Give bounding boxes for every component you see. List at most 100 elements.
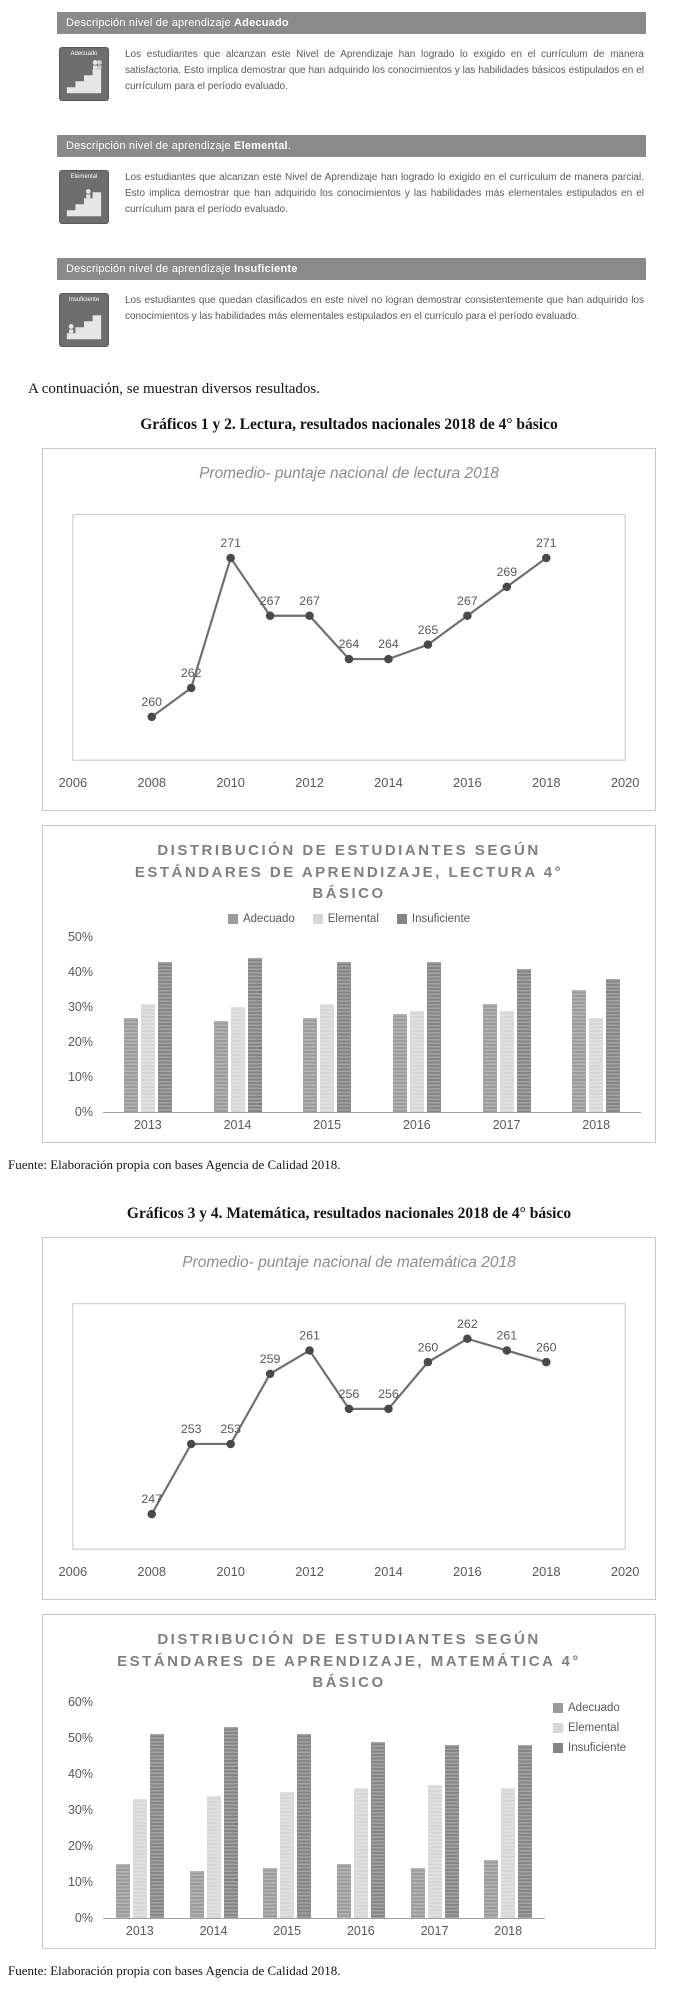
level-box-adecuado: Descripción nivel de aprendizaje Adecuad… — [57, 12, 646, 101]
data-point-2016 — [463, 1334, 472, 1344]
bar-group-2015 — [282, 961, 372, 1113]
bar-chart-body: 0% 10% 20% 30% 40% 50% 60% 2013 2014 2015 2016 2017… — [57, 1695, 641, 1938]
x-tick-2016: 2016 — [453, 1564, 482, 1579]
chart-lectura-bars: DISTRIBUCIÓN DE ESTUDIANTES SEGÚN ESTÁND… — [42, 824, 656, 1144]
level-header-elemental: Descripción nivel de aprendizaje Element… — [57, 135, 646, 157]
data-point-2010 — [226, 553, 235, 563]
data-point-2018 — [542, 1357, 551, 1367]
data-point-2016 — [463, 611, 472, 621]
level-header-prefix: Descripción nivel de aprendizaje — [66, 17, 235, 29]
x-tick-2006: 2006 — [59, 775, 88, 790]
data-label-2010: 271 — [220, 536, 241, 550]
bar-insuficiente-2014 — [223, 1727, 238, 1919]
data-label-2011: 267 — [260, 594, 281, 608]
plot-column: 2013 2014 2015 2016 2017 2018 — [103, 937, 641, 1132]
bar-adecuado-2018 — [572, 989, 587, 1113]
stairs-shape — [66, 69, 102, 94]
adecuado-people-steps-icon: Adecuado — [59, 47, 109, 101]
data-point-2015 — [423, 640, 433, 649]
plot-area-border — [72, 514, 626, 761]
bar-insuficiente-2018 — [518, 1745, 533, 1919]
bar-insuficiente-2017 — [516, 968, 531, 1113]
plot-column: 2013 2014 2015 2016 2017 2018 — [103, 1702, 545, 1938]
legend-label-adecuado: Adecuado — [568, 1702, 620, 1715]
data-label-2012: 267 — [299, 594, 320, 608]
y-axis: 0% 10% 20% 30% 40% 50% 60% — [57, 1695, 103, 1925]
data-point-2013 — [344, 654, 354, 664]
level-description: Los estudiantes que alcanzan este Nivel … — [125, 172, 644, 215]
y-tick-label-10: 10% — [67, 1070, 93, 1085]
icon-label: Elemental — [70, 174, 98, 180]
data-label-2013: 256 — [339, 1387, 360, 1401]
legend: Adecuado Elemental Insuficiente — [57, 913, 641, 925]
bar-elemental-2016 — [353, 1788, 368, 1919]
category-label-2017: 2017 — [420, 1924, 449, 1939]
x-tick-2006: 2006 — [59, 1564, 88, 1579]
bar-elemental-2015 — [320, 1003, 335, 1113]
bar-insuficiente-2017 — [444, 1745, 459, 1919]
bar-insuficiente-2015 — [297, 1734, 312, 1919]
x-tick-2014: 2014 — [374, 775, 403, 790]
data-point-2012 — [305, 611, 314, 621]
icon-label: Adecuado — [70, 51, 98, 57]
y-tick-label-20: 20% — [67, 1839, 93, 1854]
heading-matematica: Gráficos 3 y 4. Matemática, resultados n… — [126, 1205, 572, 1223]
legend-swatch-elemental — [312, 914, 323, 925]
y-tick-label-40: 40% — [67, 1767, 93, 1782]
bar-chart-body: 0% 10% 20% 30% 40% 50% 2013 2014 2015 2016 2017 201… — [57, 930, 641, 1132]
legend-swatch-adecuado — [553, 1703, 563, 1714]
bar-elemental-2014 — [230, 1007, 245, 1113]
data-label-2013: 264 — [339, 637, 360, 651]
person-figure — [69, 329, 74, 334]
x-tick-2016: 2016 — [453, 775, 482, 790]
bar-insuficiente-2016 — [426, 961, 441, 1113]
level-box-insuficiente: Descripción nivel de aprendizaje Insufic… — [57, 258, 646, 347]
category-axis: 2013 2014 2015 2016 2017 2018 — [103, 1924, 545, 1938]
data-label-2009: 253 — [181, 1422, 202, 1436]
bar-adecuado-2014 — [189, 1871, 204, 1919]
x-tick-2020: 2020 — [611, 775, 640, 790]
bar-group-2014 — [177, 1727, 251, 1919]
bar-elemental-2017 — [499, 1010, 514, 1113]
data-label-2015: 265 — [418, 623, 439, 637]
bar-group-2016 — [324, 1741, 398, 1919]
data-label-2018: 271 — [536, 536, 557, 550]
category-label-2015: 2015 — [273, 1924, 302, 1939]
bar-adecuado-2015 — [263, 1867, 278, 1919]
bar-elemental-2013 — [132, 1799, 147, 1919]
data-label-2017: 269 — [496, 565, 517, 579]
category-label-2014: 2014 — [223, 1118, 252, 1133]
data-point-2013 — [344, 1404, 354, 1414]
steps-pictogram — [66, 315, 102, 340]
level-header-level: Elemental — [234, 140, 288, 152]
stairs-shape — [66, 315, 102, 340]
icon-label: Insuficiente — [68, 297, 100, 303]
level-body: Insuficiente Los estudiantes que quedan … — [57, 293, 646, 347]
data-label-2016: 267 — [457, 594, 478, 608]
category-label-2016: 2016 — [402, 1118, 431, 1133]
insuficiente-people-steps-icon: Insuficiente — [59, 293, 109, 347]
legend-item-elemental: Elemental — [553, 1722, 641, 1734]
x-tick-2014: 2014 — [374, 1564, 403, 1579]
bar-insuficiente-2016 — [370, 1741, 385, 1919]
bar-elemental-2014 — [206, 1795, 221, 1919]
bar-adecuado-2013 — [123, 1017, 138, 1113]
data-label-2008: 260 — [141, 695, 162, 709]
bar-group-2013 — [103, 961, 193, 1113]
bar-adecuado-2014 — [213, 1021, 228, 1113]
chart-title: Promedio- puntaje nacional de lectura 20… — [199, 465, 499, 482]
bar-adecuado-2017 — [410, 1867, 425, 1919]
legend-item-insuficiente: Insuficiente — [396, 913, 470, 925]
level-header-adecuado: Descripción nivel de aprendizaje Adecuad… — [57, 12, 646, 34]
chart-matematica-bars: DISTRIBUCIÓN DE ESTUDIANTES SEGÚN ESTÁND… — [42, 1613, 656, 1950]
bar-group-2018 — [471, 1745, 545, 1919]
level-body: Elemental Los estudiantes que alcanzan e… — [57, 170, 646, 224]
level-header-level: Adecuado — [234, 17, 289, 29]
level-description: Los estudiantes que alcanzan este Nivel … — [125, 49, 644, 92]
data-point-2012 — [305, 1346, 314, 1355]
data-point-2017 — [502, 1346, 512, 1355]
y-tick-label-0: 0% — [74, 1911, 93, 1926]
data-label-2015: 260 — [418, 1340, 439, 1354]
chart-matematica-line: Promedio- puntaje nacional de matemática… — [42, 1237, 656, 1600]
